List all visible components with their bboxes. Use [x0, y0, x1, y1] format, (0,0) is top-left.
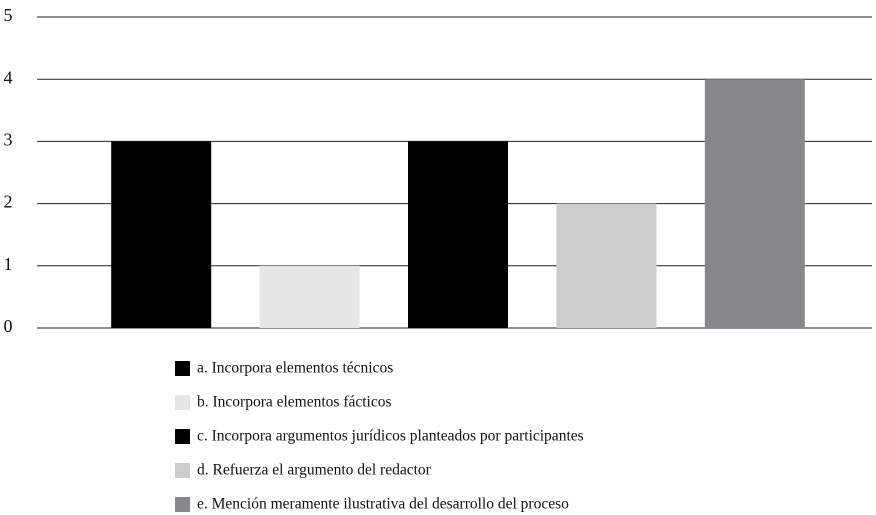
legend-swatch — [175, 395, 190, 410]
y-tick-label: 1 — [4, 254, 13, 274]
legend-swatch — [175, 361, 190, 376]
legend-swatch — [175, 497, 190, 512]
bar — [111, 141, 212, 328]
bar — [259, 265, 360, 328]
bar — [556, 203, 657, 328]
legend-label: d. Refuerza el argumento del redactor — [197, 462, 432, 479]
y-tick-label: 5 — [4, 5, 13, 25]
y-tick-label: 0 — [4, 316, 13, 336]
legend-label: c. Incorpora argumentos jurídicos plante… — [197, 428, 584, 445]
legend-swatch — [175, 429, 190, 444]
bar — [408, 141, 508, 328]
y-tick-label: 3 — [4, 130, 13, 150]
y-tick-label: 2 — [4, 192, 13, 212]
legend-swatch — [175, 463, 190, 478]
legend-label: a. Incorpora elementos técnicos — [197, 360, 393, 377]
y-tick-label: 4 — [4, 67, 13, 87]
bar — [704, 79, 805, 328]
legend-label: e. Mención meramente ilustrativa del des… — [197, 496, 569, 513]
legend-label: b. Incorpora elementos fácticos — [197, 394, 392, 411]
